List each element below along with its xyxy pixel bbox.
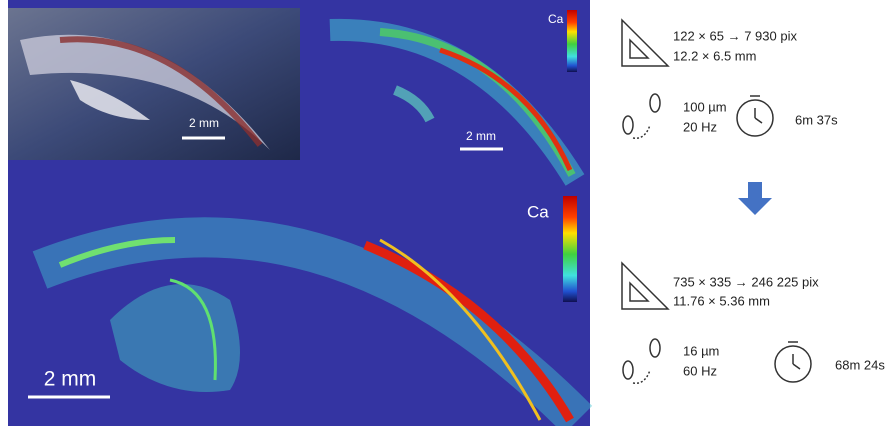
step: 100 µm — [683, 99, 727, 114]
duration: 68m 24s — [835, 357, 885, 372]
element-label: Ca — [548, 12, 564, 26]
scale-bar-label: 2 mm — [44, 368, 97, 391]
frequency: 20 Hz — [683, 119, 717, 134]
scale-bar-label: 2 mm — [189, 116, 219, 130]
photo: 2 mm — [8, 8, 300, 160]
scale-bar-label: 2 mm — [466, 129, 496, 143]
scan-after: 735 × 335 → 246 225 pix 11.76 × 5.36 mm … — [622, 263, 885, 383]
step: 16 µm — [683, 343, 719, 358]
element-label: Ca — [527, 202, 549, 221]
dimensions: 122 × 65 → 7 930 pix — [673, 28, 797, 43]
frequency: 60 Hz — [683, 363, 717, 378]
size: 12.2 × 6.5 mm — [673, 48, 756, 63]
figure: 2 mm Ca 2 mm Ca 2 mm 122 × 65 → 7 930 pi… — [0, 0, 885, 426]
duration: 6m 37s — [795, 112, 838, 127]
arrow — [738, 182, 772, 215]
scan-before: 122 × 65 → 7 930 pix 12.2 × 6.5 mm 100 µ… — [622, 20, 838, 138]
size: 11.76 × 5.36 mm — [673, 293, 770, 308]
dimensions: 735 × 335 → 246 225 pix — [673, 274, 819, 289]
